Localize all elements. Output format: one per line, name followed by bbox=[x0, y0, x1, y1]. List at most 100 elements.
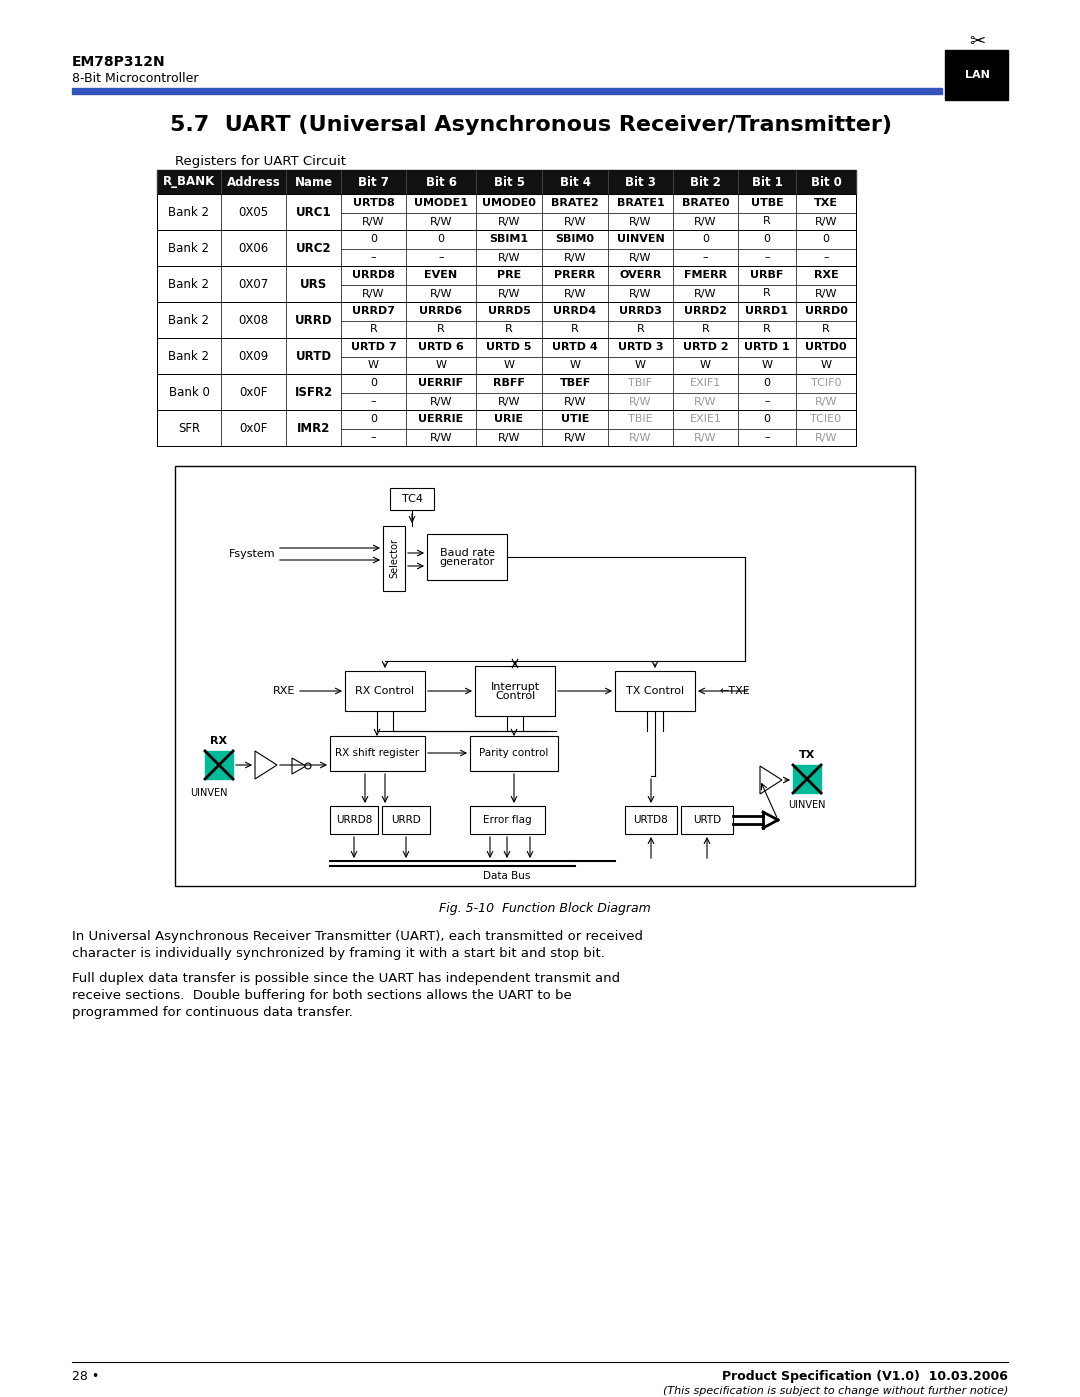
Text: Bit 1: Bit 1 bbox=[752, 176, 782, 189]
Text: R/W: R/W bbox=[430, 289, 453, 299]
Text: RXE: RXE bbox=[272, 686, 295, 696]
Text: URTD 1: URTD 1 bbox=[744, 342, 789, 352]
Text: Bank 0: Bank 0 bbox=[168, 386, 210, 398]
Text: TBIE: TBIE bbox=[629, 415, 652, 425]
Text: URRD0: URRD0 bbox=[805, 306, 848, 317]
Text: Control: Control bbox=[495, 692, 535, 701]
Text: R/W: R/W bbox=[430, 433, 453, 443]
Text: R/W: R/W bbox=[498, 289, 521, 299]
Text: Fsystem: Fsystem bbox=[228, 549, 275, 559]
Text: UTIE: UTIE bbox=[561, 415, 590, 425]
Text: Full duplex data transfer is possible since the UART has independent transmit an: Full duplex data transfer is possible si… bbox=[72, 972, 620, 985]
Text: TXE: TXE bbox=[814, 198, 838, 208]
Text: Bank 2: Bank 2 bbox=[168, 313, 210, 327]
Bar bbox=[390, 488, 434, 510]
Text: R/W: R/W bbox=[564, 397, 586, 407]
Text: R: R bbox=[822, 324, 829, 334]
Text: (This specification is subject to change without further notice): (This specification is subject to change… bbox=[663, 1386, 1008, 1396]
Bar bbox=[205, 752, 233, 780]
Bar bbox=[945, 50, 1008, 101]
Text: programmed for continuous data transfer.: programmed for continuous data transfer. bbox=[72, 1006, 353, 1018]
Text: UINVEN: UINVEN bbox=[190, 788, 228, 798]
Text: 8-Bit Microcontroller: 8-Bit Microcontroller bbox=[72, 73, 199, 85]
Text: UMODE0: UMODE0 bbox=[482, 198, 536, 208]
Text: OVERR: OVERR bbox=[619, 271, 662, 281]
Text: Address: Address bbox=[227, 176, 281, 189]
Text: Bit 3: Bit 3 bbox=[625, 176, 656, 189]
Text: R/W: R/W bbox=[694, 289, 717, 299]
Text: Bit 0: Bit 0 bbox=[811, 176, 841, 189]
Text: R/W: R/W bbox=[814, 397, 837, 407]
Text: Bank 2: Bank 2 bbox=[168, 205, 210, 218]
Text: R/W: R/W bbox=[564, 433, 586, 443]
Text: Registers for UART Circuit: Registers for UART Circuit bbox=[175, 155, 346, 168]
Text: URRD1: URRD1 bbox=[745, 306, 788, 317]
Text: RX: RX bbox=[211, 736, 228, 746]
Text: –: – bbox=[703, 253, 708, 263]
Bar bbox=[330, 806, 378, 834]
Bar bbox=[157, 302, 856, 338]
Text: 0: 0 bbox=[370, 379, 377, 388]
Text: URTD8: URTD8 bbox=[634, 814, 669, 826]
Text: R/W: R/W bbox=[498, 397, 521, 407]
Text: Error flag: Error flag bbox=[483, 814, 531, 826]
Text: EXIE1: EXIE1 bbox=[689, 415, 721, 425]
Text: 0: 0 bbox=[437, 235, 445, 244]
Text: Bank 2: Bank 2 bbox=[168, 349, 210, 362]
Text: ISFR2: ISFR2 bbox=[295, 386, 333, 398]
Text: BRATE2: BRATE2 bbox=[551, 198, 599, 208]
Text: SBIM1: SBIM1 bbox=[489, 235, 528, 244]
Text: URTD 6: URTD 6 bbox=[418, 342, 464, 352]
Text: R/W: R/W bbox=[498, 433, 521, 443]
Text: R: R bbox=[505, 324, 513, 334]
Bar bbox=[157, 194, 856, 231]
Text: W: W bbox=[569, 360, 581, 370]
Text: R/W: R/W bbox=[694, 433, 717, 443]
Text: Name: Name bbox=[295, 176, 333, 189]
Text: RXE: RXE bbox=[813, 271, 838, 281]
Text: 0x0F: 0x0F bbox=[240, 422, 268, 434]
Text: R/W: R/W bbox=[498, 253, 521, 263]
Bar bbox=[793, 766, 821, 793]
Bar bbox=[382, 806, 430, 834]
Text: URTD 5: URTD 5 bbox=[486, 342, 531, 352]
Text: URRD3: URRD3 bbox=[619, 306, 662, 317]
Text: R/W: R/W bbox=[564, 253, 586, 263]
Bar bbox=[681, 806, 733, 834]
Text: R/W: R/W bbox=[814, 289, 837, 299]
Text: Bank 2: Bank 2 bbox=[168, 242, 210, 254]
Text: URRD8: URRD8 bbox=[336, 814, 373, 826]
Text: 0x0F: 0x0F bbox=[240, 386, 268, 398]
Text: 0: 0 bbox=[702, 235, 708, 244]
Text: R/W: R/W bbox=[630, 397, 651, 407]
Text: R/W: R/W bbox=[630, 289, 651, 299]
Text: UINVEN: UINVEN bbox=[788, 800, 826, 810]
Text: Fig. 5-10  Function Block Diagram: Fig. 5-10 Function Block Diagram bbox=[440, 902, 651, 915]
Text: Bank 2: Bank 2 bbox=[168, 278, 210, 291]
Text: –: – bbox=[438, 253, 444, 263]
Bar bbox=[475, 666, 555, 717]
Text: –: – bbox=[823, 253, 828, 263]
Bar bbox=[345, 671, 426, 711]
Text: 0: 0 bbox=[823, 235, 829, 244]
Text: R/W: R/W bbox=[362, 289, 384, 299]
Text: RX shift register: RX shift register bbox=[336, 749, 419, 759]
Text: UERRIE: UERRIE bbox=[418, 415, 463, 425]
Text: BRATE0: BRATE0 bbox=[681, 198, 729, 208]
Text: URIE: URIE bbox=[495, 415, 524, 425]
Text: SBIM0: SBIM0 bbox=[555, 235, 594, 244]
Text: EVEN: EVEN bbox=[424, 271, 458, 281]
Bar bbox=[625, 806, 677, 834]
Text: URRD7: URRD7 bbox=[352, 306, 395, 317]
Text: TC4: TC4 bbox=[402, 495, 422, 504]
Text: Selector: Selector bbox=[389, 538, 399, 578]
Text: –: – bbox=[370, 433, 376, 443]
Text: URRD: URRD bbox=[391, 814, 421, 826]
Text: 0X05: 0X05 bbox=[239, 205, 269, 218]
Text: TBEF: TBEF bbox=[559, 379, 591, 388]
Text: receive sections.  Double buffering for both sections allows the UART to be: receive sections. Double buffering for b… bbox=[72, 989, 571, 1002]
Text: UMODE1: UMODE1 bbox=[414, 198, 468, 208]
Text: URRD4: URRD4 bbox=[553, 306, 596, 317]
Text: –: – bbox=[370, 397, 376, 407]
Text: EM78P312N: EM78P312N bbox=[72, 54, 165, 68]
